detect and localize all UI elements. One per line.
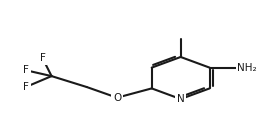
Text: O: O xyxy=(113,93,121,103)
Text: F: F xyxy=(23,65,29,75)
Text: F: F xyxy=(40,53,46,63)
Text: N: N xyxy=(177,94,184,104)
Text: NH₂: NH₂ xyxy=(237,63,257,73)
Text: F: F xyxy=(23,82,29,92)
